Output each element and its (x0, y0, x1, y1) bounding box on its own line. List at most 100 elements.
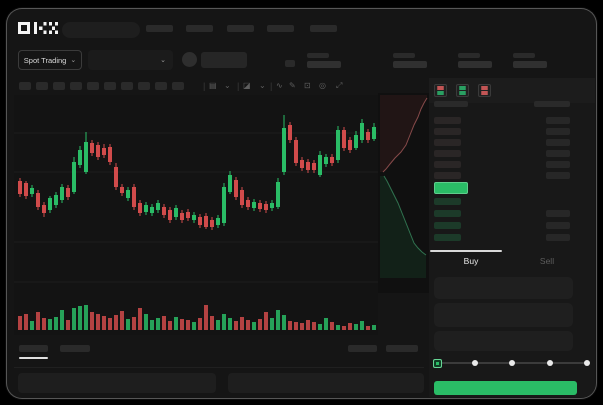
market-type-label: Spot Trading (23, 55, 67, 65)
tab-buy[interactable]: Buy (463, 256, 479, 266)
book-icon-stripe (481, 86, 488, 88)
bid-amount (546, 234, 570, 241)
ask-price-row[interactable] (434, 161, 461, 168)
ask-price-row[interactable] (434, 139, 461, 146)
tab-sell[interactable]: Sell (539, 256, 555, 266)
book-icon-stripe (437, 90, 444, 93)
bottom-tab[interactable] (19, 345, 48, 352)
timeframe-button[interactable] (87, 82, 99, 90)
ask-price-row[interactable] (434, 172, 461, 179)
timeframe-button[interactable] (53, 82, 65, 90)
okx-app-window: Spot Trading ⌄ ⌄ | ▤ ⌄ | ◪ ⌄ | ∿ ✎ ⊡ ◎ ⤢ (6, 8, 597, 399)
bid-amount (546, 210, 570, 217)
book-icon-stripe (459, 88, 466, 91)
bottom-tab[interactable] (386, 345, 418, 352)
toolbar-divider: | (203, 80, 206, 91)
slider-step-dot[interactable] (546, 360, 553, 366)
chart-type-icon[interactable]: ▤ (209, 81, 217, 90)
timeframe-button[interactable] (138, 82, 150, 90)
divider (14, 367, 424, 368)
book-bids-icon[interactable] (456, 84, 469, 97)
book-asks-icon[interactable] (478, 84, 491, 97)
okx-logo-glyph (18, 22, 58, 34)
last-price-placeholder (201, 52, 247, 68)
stat-value-placeholder (458, 61, 492, 68)
book-icon-stripe (437, 88, 444, 91)
ask-amount (546, 128, 570, 135)
draw-icon[interactable]: ✎ (289, 81, 296, 90)
depth-chart[interactable] (378, 93, 430, 293)
price-input[interactable] (434, 277, 573, 299)
fullscreen-icon[interactable]: ⤢ (336, 81, 343, 90)
bid-amount (546, 222, 570, 229)
timeframe-button[interactable] (172, 82, 184, 90)
stat-label-placeholder (513, 53, 535, 58)
slider-step-dot[interactable] (509, 360, 515, 366)
okx-logo[interactable] (18, 21, 58, 36)
bottom-panel-left[interactable] (18, 373, 216, 393)
slider-step-dot[interactable] (471, 360, 478, 366)
timeframe-button[interactable] (155, 82, 167, 90)
slider-handle[interactable] (432, 358, 442, 368)
stat-value-placeholder (307, 61, 341, 68)
timeframe-button[interactable] (19, 82, 31, 90)
book-icon-stripe (459, 93, 466, 95)
book-icon-stripe (459, 90, 466, 93)
bid-price-row[interactable] (434, 198, 461, 205)
bid-price-row[interactable] (434, 210, 461, 217)
coin-icon (182, 52, 197, 67)
timeframe-button[interactable] (121, 82, 133, 90)
last-price-badge[interactable] (434, 182, 468, 194)
search-input[interactable] (62, 22, 140, 38)
chevron-down-icon: ⌄ (70, 56, 77, 64)
book-icon-stripe (437, 86, 444, 88)
timeframe-button[interactable] (70, 82, 82, 90)
nav-menu-item[interactable] (267, 25, 294, 32)
screenshot-icon[interactable]: ⊡ (304, 81, 311, 90)
book-icon-stripe (437, 93, 444, 95)
ask-amount (546, 139, 570, 146)
orderbook-toolbar (429, 78, 595, 103)
ask-price-row[interactable] (434, 117, 461, 124)
total-input[interactable] (434, 331, 573, 351)
bottom-tab-active-indicator (19, 357, 48, 359)
pair-selector-dropdown[interactable]: ⌄ (88, 50, 173, 70)
ask-price-row[interactable] (434, 150, 461, 157)
ask-amount (546, 161, 570, 168)
stat-label-placeholder (307, 53, 329, 58)
ask-price-row[interactable] (434, 128, 461, 135)
market-type-dropdown[interactable]: Spot Trading ⌄ (18, 50, 82, 70)
slider-step-dot[interactable] (584, 360, 590, 366)
book-combined-icon[interactable] (434, 84, 447, 97)
active-tab-indicator (430, 250, 502, 252)
toolbar-divider: | (270, 80, 273, 91)
chevron-down-icon[interactable]: ⌄ (224, 81, 231, 90)
bottom-tab[interactable] (60, 345, 90, 352)
ask-amount (546, 172, 570, 179)
ask-amount (546, 150, 570, 157)
nav-menu-item[interactable] (227, 25, 254, 32)
nav-menu-item[interactable] (146, 25, 173, 32)
settings-icon[interactable]: ◎ (319, 81, 326, 90)
bottom-panel-right[interactable] (228, 373, 424, 393)
timeframe-button[interactable] (104, 82, 116, 90)
bid-price-row[interactable] (434, 222, 461, 229)
book-icon-stripe (459, 86, 466, 88)
chevron-down-icon[interactable]: ⌄ (259, 81, 266, 90)
nav-menu-item[interactable] (186, 25, 213, 32)
timeframe-button[interactable] (36, 82, 48, 90)
candlestick-chart[interactable] (14, 95, 378, 335)
stat-value-placeholder (513, 61, 547, 68)
buy-submit-button[interactable] (434, 381, 577, 395)
bid-price-row[interactable] (434, 234, 461, 241)
indicators-icon[interactable]: ◪ (243, 81, 251, 90)
amount-input[interactable] (434, 303, 573, 327)
nav-menu-item[interactable] (310, 25, 337, 32)
orderbook-header-price (434, 101, 468, 107)
stat-value-placeholder (393, 61, 427, 68)
bottom-tab[interactable] (348, 345, 377, 352)
stat-label-placeholder (393, 53, 415, 58)
book-icon-stripe (481, 90, 488, 93)
line-tool-icon[interactable]: ∿ (276, 81, 283, 90)
